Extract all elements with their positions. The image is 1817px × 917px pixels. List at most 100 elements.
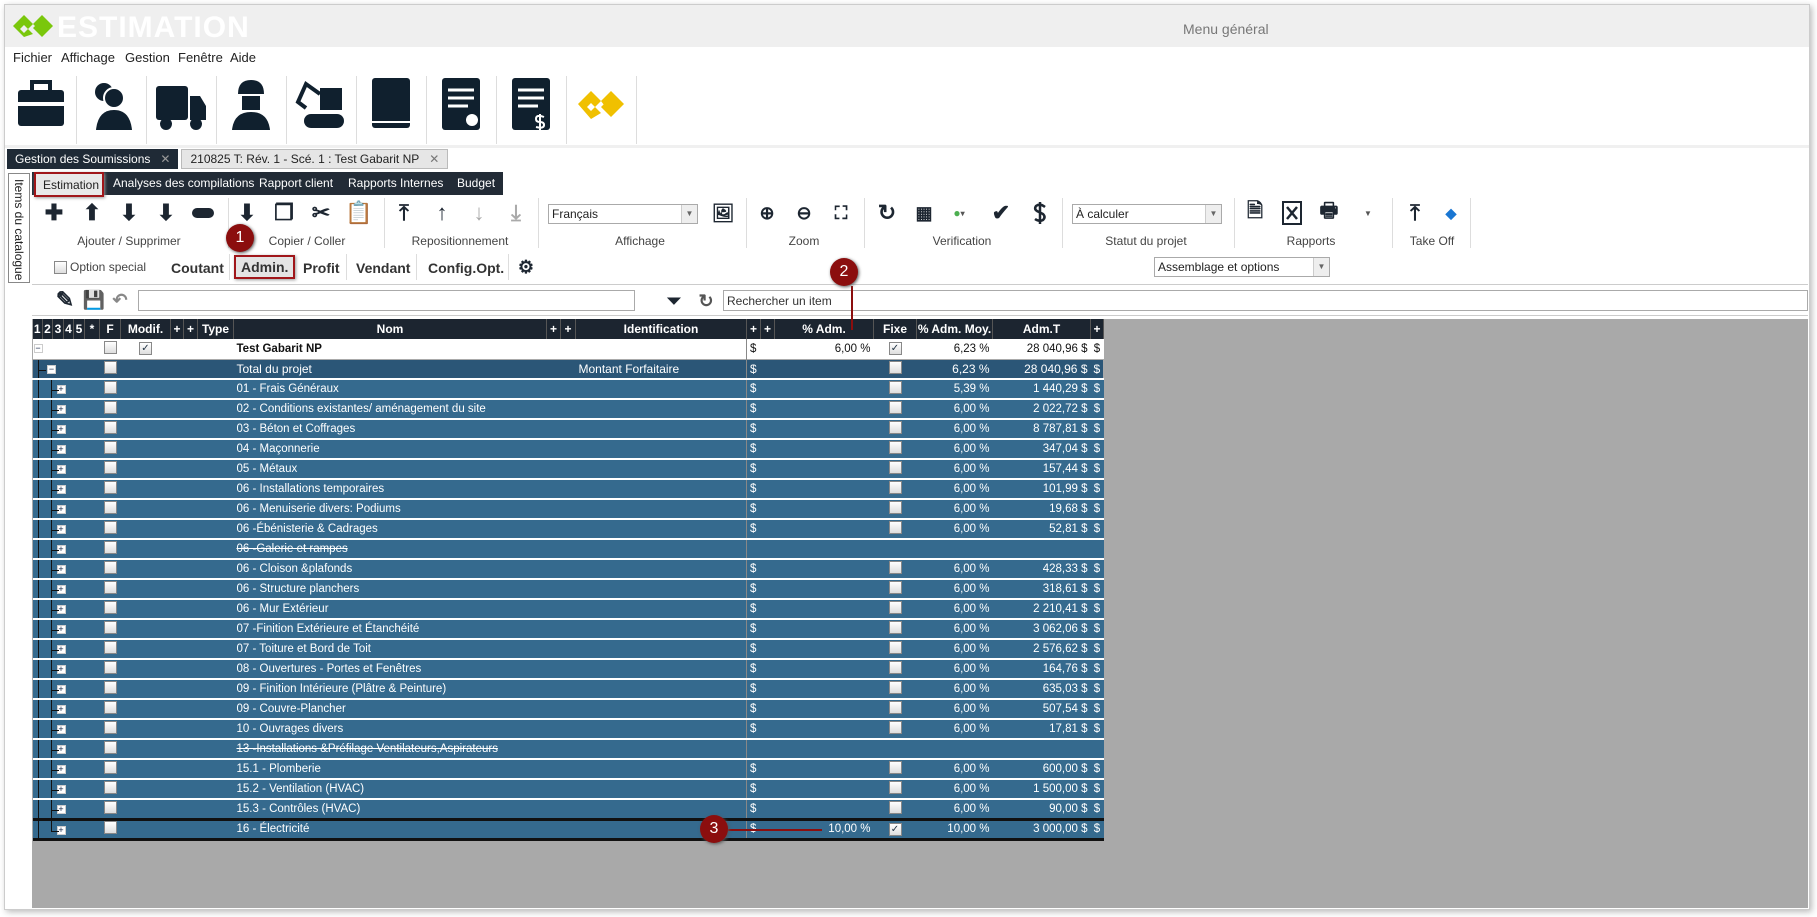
adm-percent-cell[interactable] bbox=[774, 539, 874, 560]
insert-below-icon[interactable]: ⬇ bbox=[119, 200, 139, 225]
cut-icon[interactable]: ✂ bbox=[311, 200, 331, 225]
f-checkbox[interactable] bbox=[103, 681, 117, 694]
name-cell[interactable]: 13 -Installations &Préfilage Ventilateur… bbox=[233, 739, 547, 760]
table-row[interactable]: +15.2 - Ventilation (HVAC) $6,00 % 1 500,0… bbox=[32, 779, 1104, 800]
table-row[interactable]: +09 - Couvre-Plancher $6,00 % 507,54 $ $ bbox=[32, 699, 1104, 720]
logo-yellow-icon[interactable] bbox=[574, 74, 628, 134]
tab-rapports-internes[interactable]: Rapports Internes bbox=[348, 176, 444, 190]
collapse-icon[interactable]: − bbox=[47, 363, 56, 374]
tab-budget[interactable]: Budget bbox=[457, 176, 496, 190]
column-header[interactable]: Fixe bbox=[873, 319, 917, 339]
name-cell[interactable]: 10 - Ouvrages divers bbox=[233, 719, 547, 740]
adm-percent-cell[interactable]: 10,00 % bbox=[774, 817, 874, 841]
adm-percent-cell[interactable] bbox=[774, 579, 874, 600]
refresh-icon[interactable]: ↻ bbox=[877, 200, 897, 225]
fixe-checkbox[interactable]: ✓ bbox=[888, 822, 902, 836]
name-cell[interactable]: 02 - Conditions existantes/ aménagement … bbox=[233, 399, 547, 420]
adm-percent-cell[interactable] bbox=[774, 619, 874, 640]
adm-percent-cell[interactable] bbox=[774, 799, 874, 820]
tab-analyses[interactable]: Analyses des compilations bbox=[113, 176, 255, 190]
expand-icon[interactable]: + bbox=[56, 824, 66, 835]
table-row[interactable]: +07 -Finition Extérieure et Étanchéité $6… bbox=[32, 619, 1104, 640]
expand-icon[interactable]: + bbox=[56, 564, 66, 574]
expand-icon[interactable]: + bbox=[56, 784, 66, 794]
excel-icon[interactable] bbox=[1279, 200, 1305, 226]
expand-icon[interactable]: + bbox=[56, 384, 66, 394]
adm-percent-cell[interactable] bbox=[774, 499, 874, 520]
doc-tab-project[interactable]: 210825 T: Rév. 1 - Scé. 1 : Test Gabarit… bbox=[181, 149, 449, 169]
option-special-checkbox[interactable] bbox=[54, 261, 67, 274]
adm-percent-cell[interactable] bbox=[774, 699, 874, 720]
save-icon[interactable]: 💾 bbox=[82, 289, 106, 310]
image-icon[interactable]: 🖼 bbox=[711, 202, 735, 223]
f-checkbox[interactable] bbox=[103, 360, 117, 374]
adm-percent-cell[interactable]: 6,00 % bbox=[774, 339, 874, 359]
column-header[interactable]: % Adm. bbox=[774, 319, 874, 339]
delete-icon[interactable]: ⬇ bbox=[156, 200, 176, 225]
name-cell[interactable]: 16 - Électricité bbox=[233, 817, 547, 841]
fixe-checkbox[interactable] bbox=[888, 401, 902, 414]
fixe-checkbox[interactable] bbox=[888, 501, 902, 514]
expand-icon[interactable]: + bbox=[56, 724, 66, 734]
insert-above-icon[interactable]: ⬆ bbox=[82, 200, 102, 225]
print-icon[interactable]: 🖶 bbox=[1319, 200, 1339, 222]
column-header[interactable]: 4 bbox=[63, 319, 74, 339]
name-cell[interactable]: 06 - Structure planchers bbox=[233, 579, 547, 600]
f-checkbox[interactable] bbox=[103, 800, 117, 814]
fixe-checkbox[interactable] bbox=[888, 701, 902, 714]
expand-icon[interactable]: + bbox=[56, 584, 66, 594]
copy-icon[interactable]: ❐ bbox=[274, 200, 294, 225]
zoom-out-icon[interactable]: ⊖ bbox=[796, 202, 812, 223]
f-checkbox[interactable] bbox=[103, 561, 117, 574]
name-cell[interactable]: 15.1 - Plomberie bbox=[233, 759, 547, 780]
adm-percent-cell[interactable] bbox=[774, 459, 874, 480]
dollar-icon[interactable] bbox=[1027, 200, 1053, 226]
name-cell[interactable]: 06 - Cloison &plafonds bbox=[233, 559, 547, 580]
contacts-icon[interactable] bbox=[84, 74, 138, 134]
name-cell[interactable]: Total du projet bbox=[233, 359, 547, 380]
expand-icon[interactable]: + bbox=[56, 444, 66, 454]
adm-percent-cell[interactable] bbox=[774, 379, 874, 400]
expand-icon[interactable]: + bbox=[56, 484, 66, 494]
move-up-icon[interactable]: ↑ bbox=[436, 200, 448, 225]
project-status-select[interactable]: À calculer ▼ bbox=[1072, 204, 1222, 224]
table-row[interactable]: − Total du projet Montant Forfaitaire $6,23… bbox=[32, 359, 1104, 380]
f-checkbox[interactable] bbox=[103, 501, 117, 514]
name-cell[interactable]: 09 - Couvre-Plancher bbox=[233, 699, 547, 720]
catalog-sidebar-tab[interactable]: Items du catalogue bbox=[8, 173, 30, 283]
document-icon[interactable]: 🗎 bbox=[1246, 200, 1264, 222]
paste-icon[interactable]: 📋 bbox=[345, 200, 373, 225]
f-checkbox[interactable] bbox=[103, 521, 117, 534]
column-header[interactable]: 5 bbox=[73, 319, 85, 339]
adm-percent-cell[interactable] bbox=[774, 599, 874, 620]
table-row[interactable]: +06 -Ébénisterie & Cadrages $6,00 % 52,81 … bbox=[32, 519, 1104, 540]
mode-profit[interactable]: Profit bbox=[303, 260, 340, 276]
menu-fichier[interactable]: Fichier bbox=[13, 50, 53, 65]
name-cell[interactable]: 08 - Ouvertures - Portes et Fenêtres bbox=[233, 659, 547, 680]
table-row[interactable]: +03 - Béton et Coffrages $6,00 % 8 787,81 … bbox=[32, 419, 1104, 440]
column-header[interactable]: + bbox=[1090, 319, 1104, 339]
f-checkbox[interactable] bbox=[103, 641, 117, 654]
expand-icon[interactable]: + bbox=[56, 704, 66, 714]
tab-rapport-client[interactable]: Rapport client bbox=[259, 176, 334, 190]
f-checkbox[interactable] bbox=[103, 581, 117, 594]
name-cell[interactable]: 01 - Frais Généraux bbox=[233, 379, 547, 400]
fixe-checkbox[interactable] bbox=[888, 581, 902, 594]
adm-percent-cell[interactable] bbox=[774, 479, 874, 500]
name-cell[interactable]: 06 - Mur Extérieur bbox=[233, 599, 547, 620]
fixe-checkbox[interactable] bbox=[888, 360, 902, 374]
expand-icon[interactable]: + bbox=[56, 524, 66, 534]
mode-coutant[interactable]: Coutant bbox=[171, 260, 224, 276]
fixe-checkbox[interactable] bbox=[888, 521, 902, 534]
gear-icon[interactable]: ⚙ bbox=[517, 256, 535, 277]
move-down-icon[interactable]: ↓ bbox=[473, 200, 485, 225]
f-checkbox[interactable] bbox=[103, 401, 117, 414]
f-checkbox[interactable] bbox=[103, 461, 117, 474]
f-checkbox[interactable] bbox=[103, 601, 117, 614]
adm-percent-cell[interactable] bbox=[774, 439, 874, 460]
check-icon[interactable]: ✔ bbox=[991, 200, 1011, 225]
name-cell[interactable]: 06 -Ébénisterie & Cadrages bbox=[233, 519, 547, 540]
language-select[interactable]: Français ▼ bbox=[548, 204, 698, 224]
fixe-checkbox[interactable] bbox=[888, 481, 902, 494]
name-cell[interactable]: 06 - Menuiserie divers: Podiums bbox=[233, 499, 547, 520]
